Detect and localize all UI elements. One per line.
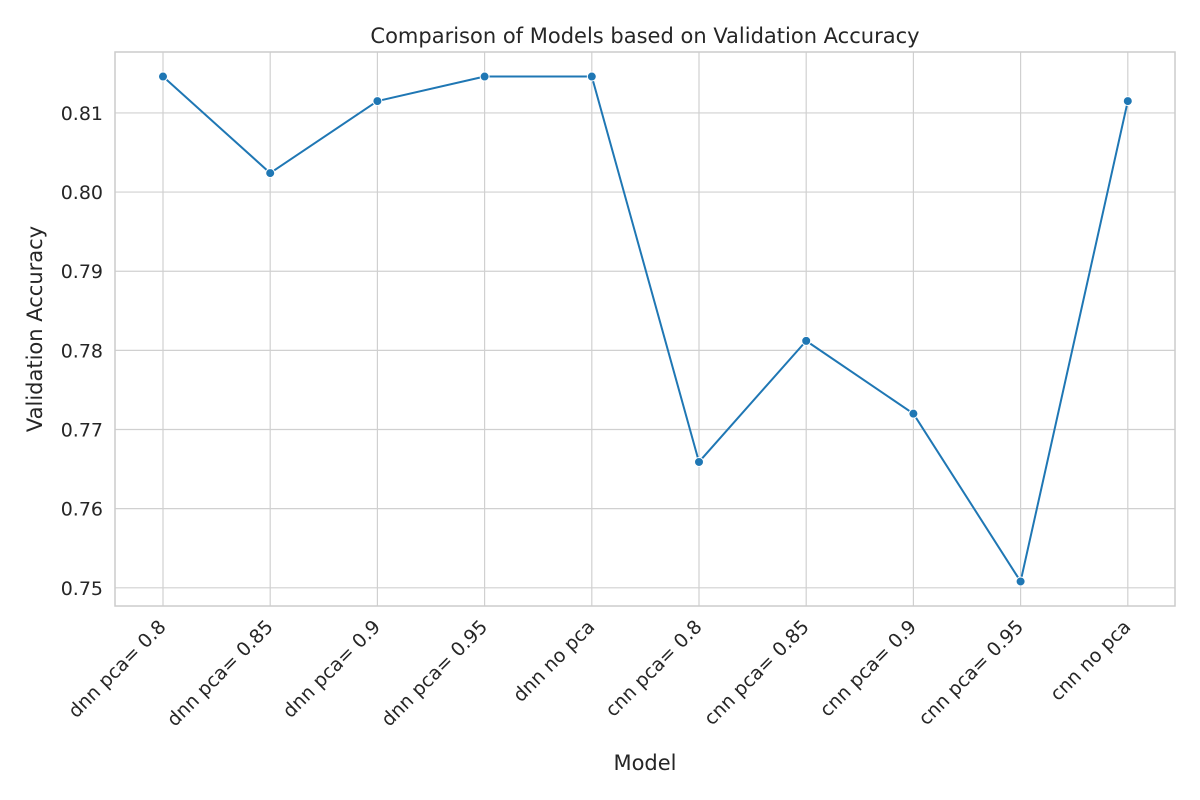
x-tick-label: cnn pca= 0.85 (700, 616, 814, 730)
y-tick-label: 0.80 (61, 182, 103, 204)
y-tick-label: 0.77 (61, 420, 103, 442)
x-tick-label: cnn pca= 0.9 (816, 616, 921, 721)
data-point (801, 335, 812, 346)
series-line (162, 75, 1129, 583)
y-tick-label: 0.79 (61, 261, 103, 283)
data-point (372, 96, 383, 107)
data-point (1122, 96, 1133, 107)
data-point (694, 456, 704, 467)
plot-frame (114, 51, 1176, 607)
series-line-path (162, 75, 1129, 583)
grid (115, 52, 1175, 606)
data-point (158, 71, 168, 82)
data-point (479, 71, 490, 82)
y-tick-label: 0.75 (61, 578, 103, 600)
y-tick-label: 0.81 (61, 103, 103, 125)
x-tick-label: dnn pca= 0.95 (377, 616, 492, 731)
x-tick-label: dnn pca= 0.9 (279, 616, 385, 722)
x-tick-label: dnn no pca (509, 616, 600, 707)
x-tick-label: cnn pca= 0.95 (914, 616, 1028, 730)
data-point (586, 71, 597, 82)
data-point (908, 408, 919, 419)
data-point (1015, 576, 1026, 587)
x-axis-label: Model (613, 751, 676, 775)
x-tick-label: dnn pca= 0.85 (163, 616, 278, 731)
x-tick-label: cnn no pca (1046, 616, 1135, 705)
x-tick-label: dnn pca= 0.8 (64, 616, 170, 722)
series-markers (158, 71, 1133, 587)
y-axis-ticks: 0.75 0.76 0.77 0.78 0.79 0.80 0.81 (61, 103, 103, 600)
y-tick-label: 0.76 (61, 499, 103, 521)
y-axis-label: Validation Accuracy (23, 226, 47, 432)
x-tick-label: cnn pca= 0.8 (601, 616, 706, 721)
y-tick-label: 0.78 (61, 340, 103, 362)
chart-title: Comparison of Models based on Validation… (370, 24, 919, 48)
data-point (265, 168, 276, 179)
